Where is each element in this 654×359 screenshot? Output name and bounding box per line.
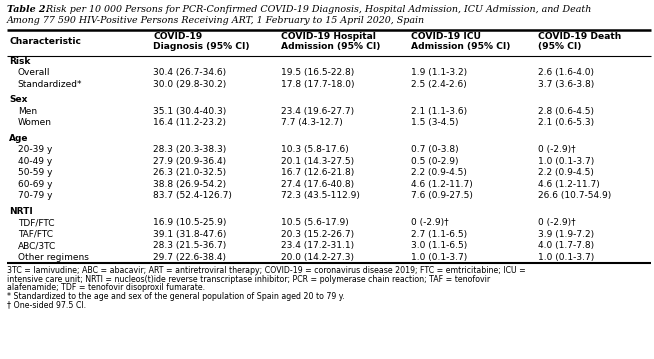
Text: 3TC = lamivudine; ABC = abacavir; ART = antiretroviral therapy; COVID-19 = coron: 3TC = lamivudine; ABC = abacavir; ART = … (7, 266, 525, 275)
Text: 1.0 (0.1-3.7): 1.0 (0.1-3.7) (411, 253, 468, 262)
Text: Table 2.: Table 2. (7, 5, 48, 14)
Text: NRTI: NRTI (9, 207, 33, 216)
Text: 16.4 (11.2-23.2): 16.4 (11.2-23.2) (153, 118, 226, 127)
Text: alafenamide; TDF = tenofovir disoproxil fumarate.: alafenamide; TDF = tenofovir disoproxil … (7, 283, 205, 292)
Text: 4.6 (1.2-11.7): 4.6 (1.2-11.7) (538, 180, 599, 189)
Text: 72.3 (43.5-112.9): 72.3 (43.5-112.9) (281, 191, 360, 200)
Text: 30.0 (29.8-30.2): 30.0 (29.8-30.2) (153, 80, 226, 89)
Text: 1.5 (3-4.5): 1.5 (3-4.5) (411, 118, 459, 127)
Text: COVID-19 Death
(95% CI): COVID-19 Death (95% CI) (538, 32, 621, 51)
Text: 70-79 y: 70-79 y (18, 191, 52, 200)
Text: 20-39 y: 20-39 y (18, 145, 52, 154)
Text: COVID-19
Diagnosis (95% CI): COVID-19 Diagnosis (95% CI) (153, 32, 250, 51)
Text: 20.3 (15.2-26.7): 20.3 (15.2-26.7) (281, 230, 354, 239)
Text: Men: Men (18, 107, 37, 116)
Text: 2.7 (1.1-6.5): 2.7 (1.1-6.5) (411, 230, 468, 239)
Text: Sex: Sex (9, 95, 27, 104)
Text: † One-sided 97.5 CI.: † One-sided 97.5 CI. (7, 300, 86, 309)
Text: intensive care unit; NRTI = nucleos(t)ide reverse transcriptase inhibitor; PCR =: intensive care unit; NRTI = nucleos(t)id… (7, 275, 490, 284)
Text: 2.2 (0.9-4.5): 2.2 (0.9-4.5) (411, 168, 467, 177)
Text: COVID-19 ICU
Admission (95% CI): COVID-19 ICU Admission (95% CI) (411, 32, 511, 51)
Text: 20.0 (14.2-27.3): 20.0 (14.2-27.3) (281, 253, 354, 262)
Text: 27.4 (17.6-40.8): 27.4 (17.6-40.8) (281, 180, 354, 189)
Text: 0 (-2.9)†: 0 (-2.9)† (538, 145, 576, 154)
Text: 0 (-2.9)†: 0 (-2.9)† (411, 218, 449, 227)
Text: 2.1 (0.6-5.3): 2.1 (0.6-5.3) (538, 118, 594, 127)
Text: 0.5 (0-2.9): 0.5 (0-2.9) (411, 157, 459, 166)
Text: Standardized*: Standardized* (18, 80, 82, 89)
Text: 2.8 (0.6-4.5): 2.8 (0.6-4.5) (538, 107, 594, 116)
Text: 0 (-2.9)†: 0 (-2.9)† (538, 218, 576, 227)
Text: TAF/FTC: TAF/FTC (18, 230, 53, 239)
Text: 27.9 (20.9-36.4): 27.9 (20.9-36.4) (153, 157, 226, 166)
Text: 2.5 (2.4-2.6): 2.5 (2.4-2.6) (411, 80, 467, 89)
Text: 60-69 y: 60-69 y (18, 180, 52, 189)
Text: 7.6 (0.9-27.5): 7.6 (0.9-27.5) (411, 191, 473, 200)
Text: 4.0 (1.7-7.8): 4.0 (1.7-7.8) (538, 241, 594, 250)
Text: * Standardized to the age and sex of the general population of Spain aged 20 to : * Standardized to the age and sex of the… (7, 292, 344, 300)
Text: Age: Age (9, 134, 29, 143)
Text: 23.4 (19.6-27.7): 23.4 (19.6-27.7) (281, 107, 354, 116)
Text: Overall: Overall (18, 68, 50, 77)
Text: 3.7 (3.6-3.8): 3.7 (3.6-3.8) (538, 80, 594, 89)
Text: 20.1 (14.3-27.5): 20.1 (14.3-27.5) (281, 157, 354, 166)
Text: 1.9 (1.1-3.2): 1.9 (1.1-3.2) (411, 68, 468, 77)
Text: 2.6 (1.6-4.0): 2.6 (1.6-4.0) (538, 68, 594, 77)
Text: 17.8 (17.7-18.0): 17.8 (17.7-18.0) (281, 80, 354, 89)
Text: TDF/FTC: TDF/FTC (18, 218, 54, 227)
Text: 16.7 (12.6-21.8): 16.7 (12.6-21.8) (281, 168, 354, 177)
Text: 30.4 (26.7-34.6): 30.4 (26.7-34.6) (153, 68, 226, 77)
Text: 28.3 (21.5-36.7): 28.3 (21.5-36.7) (153, 241, 226, 250)
Text: COVID-19 Hospital
Admission (95% CI): COVID-19 Hospital Admission (95% CI) (281, 32, 380, 51)
Text: 40-49 y: 40-49 y (18, 157, 52, 166)
Text: Other regimens: Other regimens (18, 253, 88, 262)
Text: Risk per 10 000 Persons for PCR-Confirmed COVID-19 Diagnosis, Hospital Admission: Risk per 10 000 Persons for PCR-Confirme… (43, 5, 591, 14)
Text: 10.3 (5.8-17.6): 10.3 (5.8-17.6) (281, 145, 349, 154)
Text: 10.5 (5.6-17.9): 10.5 (5.6-17.9) (281, 218, 349, 227)
Text: 23.4 (17.2-31.1): 23.4 (17.2-31.1) (281, 241, 354, 250)
Text: 3.0 (1.1-6.5): 3.0 (1.1-6.5) (411, 241, 468, 250)
Text: Women: Women (18, 118, 52, 127)
Text: 0.7 (0-3.8): 0.7 (0-3.8) (411, 145, 459, 154)
Text: 3.9 (1.9-7.2): 3.9 (1.9-7.2) (538, 230, 594, 239)
Text: Among 77 590 HIV-Positive Persons Receiving ART, 1 February to 15 April 2020, Sp: Among 77 590 HIV-Positive Persons Receiv… (7, 16, 424, 25)
Text: 35.1 (30.4-40.3): 35.1 (30.4-40.3) (153, 107, 226, 116)
Text: 1.0 (0.1-3.7): 1.0 (0.1-3.7) (538, 253, 594, 262)
Text: 2.1 (1.1-3.6): 2.1 (1.1-3.6) (411, 107, 468, 116)
Text: 29.7 (22.6-38.4): 29.7 (22.6-38.4) (153, 253, 226, 262)
Text: 4.6 (1.2-11.7): 4.6 (1.2-11.7) (411, 180, 473, 189)
Text: Risk: Risk (9, 57, 31, 66)
Text: 38.8 (26.9-54.2): 38.8 (26.9-54.2) (153, 180, 226, 189)
Text: 50-59 y: 50-59 y (18, 168, 52, 177)
Text: 83.7 (52.4-126.7): 83.7 (52.4-126.7) (153, 191, 232, 200)
Text: 26.3 (21.0-32.5): 26.3 (21.0-32.5) (153, 168, 226, 177)
Text: 7.7 (4.3-12.7): 7.7 (4.3-12.7) (281, 118, 342, 127)
Text: 26.6 (10.7-54.9): 26.6 (10.7-54.9) (538, 191, 611, 200)
Text: 28.3 (20.3-38.3): 28.3 (20.3-38.3) (153, 145, 226, 154)
Text: 16.9 (10.5-25.9): 16.9 (10.5-25.9) (153, 218, 226, 227)
Text: 39.1 (31.8-47.6): 39.1 (31.8-47.6) (153, 230, 226, 239)
Text: 2.2 (0.9-4.5): 2.2 (0.9-4.5) (538, 168, 593, 177)
Text: Characteristic: Characteristic (9, 37, 81, 46)
Text: ABC/3TC: ABC/3TC (18, 241, 56, 250)
Text: 19.5 (16.5-22.8): 19.5 (16.5-22.8) (281, 68, 354, 77)
Text: 1.0 (0.1-3.7): 1.0 (0.1-3.7) (538, 157, 594, 166)
